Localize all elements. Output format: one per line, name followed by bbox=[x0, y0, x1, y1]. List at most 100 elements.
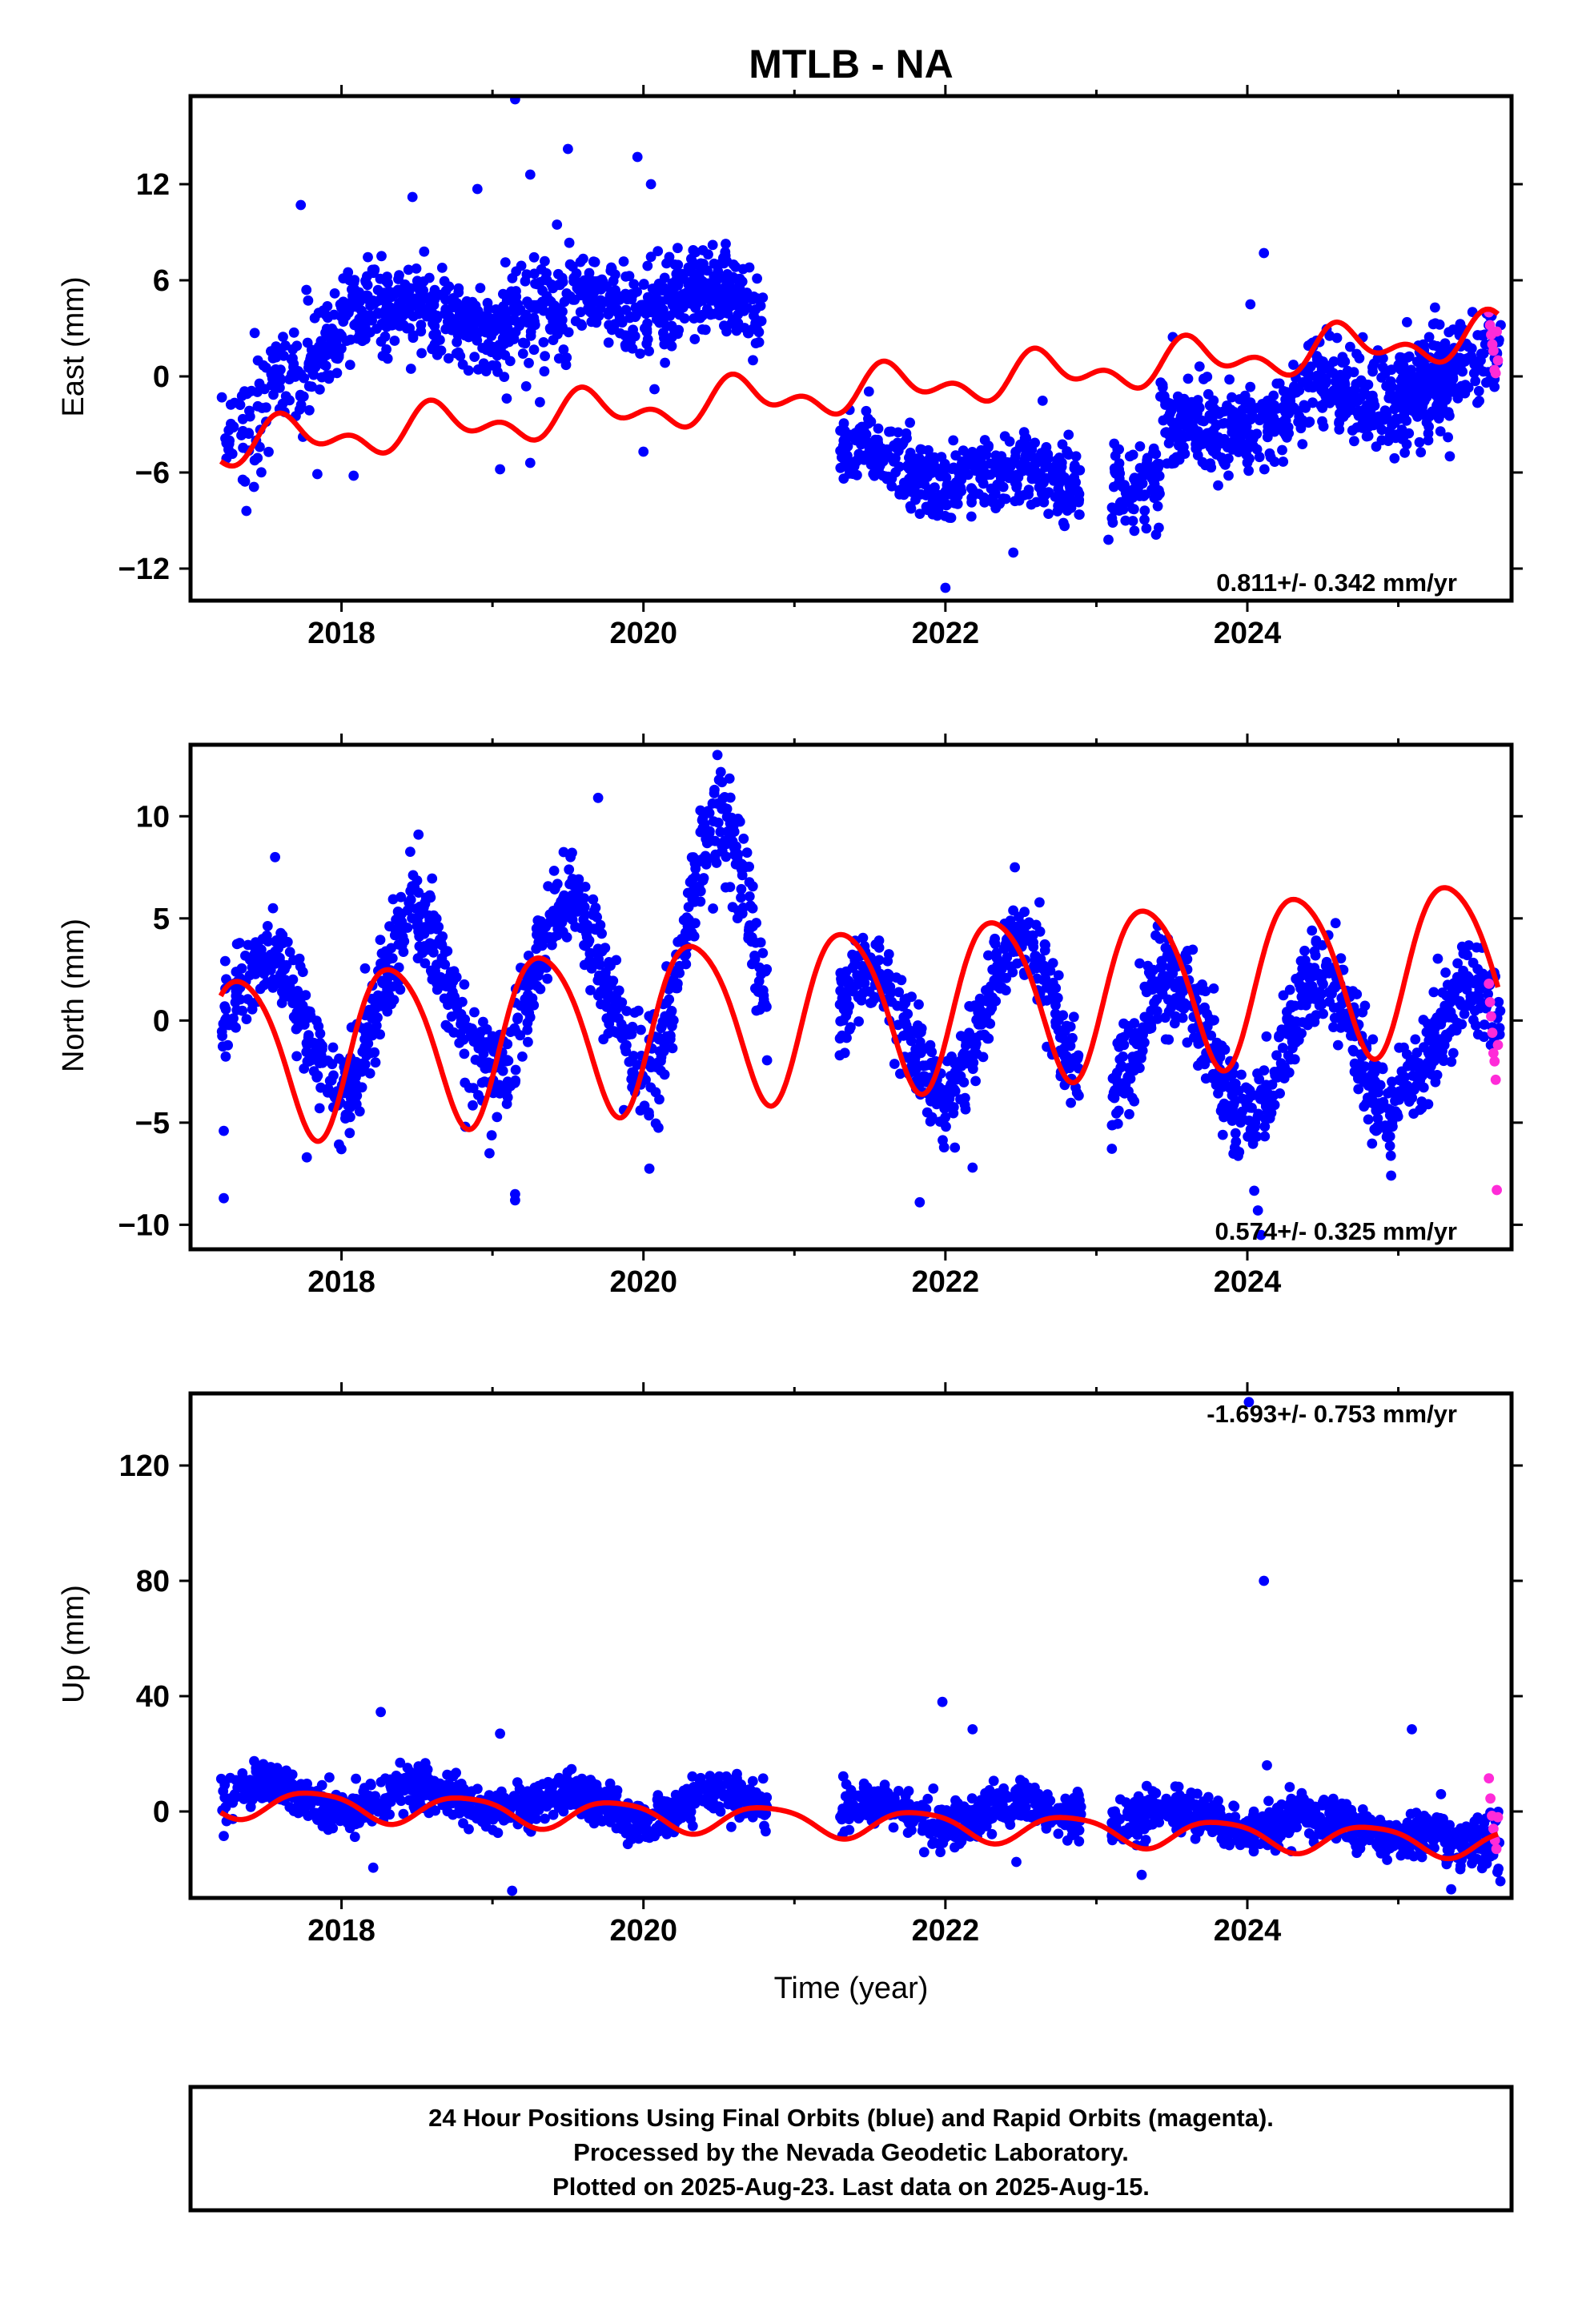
north-final-point bbox=[1418, 1082, 1429, 1093]
east-final-point bbox=[1191, 443, 1202, 454]
east-final-point bbox=[226, 418, 236, 429]
east-final-point bbox=[885, 426, 897, 437]
north-final-point bbox=[1134, 958, 1145, 969]
east-final-point bbox=[1256, 412, 1267, 423]
east-final-point bbox=[1224, 374, 1235, 385]
east-final-point bbox=[1430, 302, 1440, 313]
east-outlier-point bbox=[1245, 299, 1256, 310]
north-final-point bbox=[925, 1095, 936, 1106]
north-final-point bbox=[654, 1094, 665, 1105]
north-final-point bbox=[1134, 1027, 1145, 1038]
north-final-point bbox=[255, 963, 267, 973]
east-final-point bbox=[1472, 330, 1484, 340]
north-final-point bbox=[1364, 1077, 1375, 1088]
north-outlier-point bbox=[484, 1148, 495, 1159]
east-final-point bbox=[521, 269, 532, 280]
north-final-point bbox=[681, 959, 692, 970]
east-final-point bbox=[376, 251, 387, 262]
north-final-point bbox=[960, 1104, 971, 1115]
north-final-point bbox=[220, 1051, 231, 1062]
east-final-point bbox=[905, 448, 916, 458]
east-final-point bbox=[1331, 332, 1343, 344]
east-final-point bbox=[501, 393, 512, 404]
east-final-point bbox=[520, 381, 532, 392]
east-final-point bbox=[966, 511, 977, 522]
north-final-point bbox=[367, 993, 378, 1004]
north-final-point bbox=[405, 886, 416, 897]
north-final-point bbox=[1040, 939, 1050, 951]
east-final-point bbox=[697, 324, 708, 335]
east-final-point bbox=[1074, 497, 1084, 508]
east-final-point bbox=[1349, 436, 1359, 447]
east-final-point bbox=[1143, 466, 1154, 476]
east-final-point bbox=[705, 308, 717, 319]
north-final-point bbox=[387, 981, 398, 992]
east-final-point bbox=[343, 267, 354, 278]
north-final-point bbox=[1440, 967, 1451, 978]
east-final-point bbox=[404, 323, 415, 334]
north-final-point bbox=[275, 927, 286, 939]
north-x-tick-label: 2020 bbox=[609, 1265, 677, 1299]
north-final-point bbox=[1202, 1008, 1212, 1019]
north-final-point bbox=[1284, 1014, 1295, 1025]
north-final-point bbox=[1472, 974, 1484, 984]
north-final-point bbox=[270, 946, 281, 957]
east-final-point bbox=[1402, 316, 1412, 328]
east-final-point bbox=[555, 310, 566, 321]
north-final-point bbox=[567, 890, 577, 901]
east-final-point bbox=[1002, 456, 1013, 468]
north-final-point bbox=[640, 1075, 651, 1085]
east-final-point bbox=[740, 304, 750, 315]
east-final-point bbox=[1288, 360, 1299, 370]
north-final-point bbox=[895, 1068, 905, 1080]
north-final-point bbox=[1349, 1058, 1360, 1069]
north-final-point bbox=[547, 939, 557, 951]
east-final-point bbox=[689, 313, 700, 324]
north-final-point bbox=[849, 959, 860, 971]
north-final-point bbox=[978, 1051, 989, 1063]
north-final-point bbox=[219, 955, 231, 967]
north-final-point bbox=[247, 1003, 258, 1015]
east-final-point bbox=[522, 296, 532, 308]
east-final-point bbox=[348, 277, 359, 288]
east-final-point bbox=[1154, 485, 1164, 496]
east-final-point bbox=[1444, 410, 1455, 421]
east-final-point bbox=[1291, 387, 1302, 398]
north-rapid-point bbox=[1488, 1047, 1499, 1059]
east-final-point bbox=[394, 298, 404, 308]
north-final-point bbox=[613, 986, 624, 996]
north-final-point bbox=[761, 1001, 772, 1012]
up-final-point bbox=[319, 1811, 331, 1822]
up-final-point bbox=[256, 1777, 267, 1787]
north-final-point bbox=[882, 974, 893, 985]
north-final-point bbox=[585, 947, 596, 959]
east-final-point bbox=[1334, 416, 1345, 427]
north-final-point bbox=[243, 994, 253, 1004]
east-final-point bbox=[1204, 410, 1215, 420]
east-final-point bbox=[1354, 352, 1365, 364]
north-final-point bbox=[1474, 991, 1484, 1003]
north-rapid-point bbox=[1484, 979, 1495, 989]
east-final-point bbox=[1026, 499, 1037, 510]
north-final-point bbox=[1217, 1101, 1227, 1112]
east-final-point bbox=[376, 320, 387, 330]
north-final-point bbox=[1386, 1170, 1396, 1181]
east-final-point bbox=[948, 462, 959, 473]
east-outlier-point bbox=[1259, 247, 1270, 259]
east-final-point bbox=[508, 334, 520, 344]
east-final-point bbox=[511, 266, 522, 277]
north-final-point bbox=[240, 951, 251, 961]
north-outlier-point bbox=[592, 792, 604, 803]
north-final-point bbox=[588, 910, 599, 920]
east-final-point bbox=[379, 331, 391, 342]
east-final-point bbox=[309, 312, 320, 324]
north-y-tick-label: 0 bbox=[153, 1004, 170, 1038]
north-final-point bbox=[588, 923, 600, 935]
east-final-point bbox=[216, 392, 227, 403]
north-x-tick-label: 2024 bbox=[1214, 1265, 1282, 1299]
north-final-point bbox=[573, 897, 584, 907]
east-final-point bbox=[1034, 482, 1045, 493]
east-final-point bbox=[455, 307, 465, 318]
north-final-point bbox=[1040, 967, 1051, 979]
north-final-point bbox=[1390, 1106, 1401, 1117]
